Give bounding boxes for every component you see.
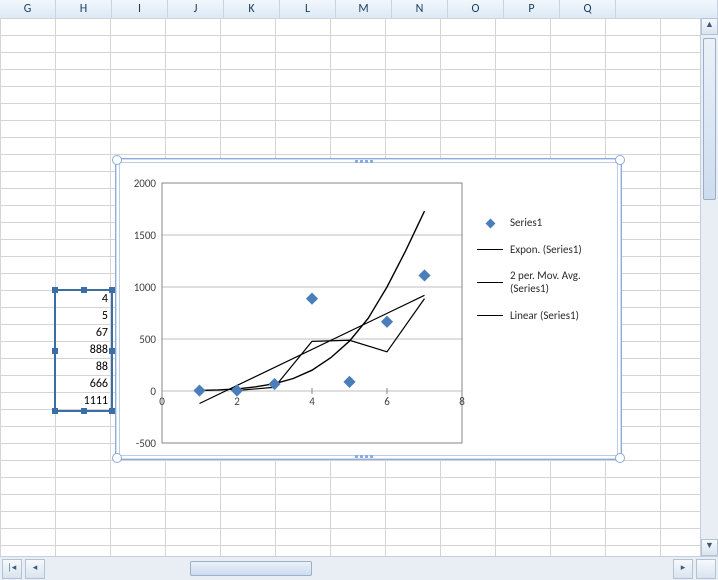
svg-text:8: 8 [459, 395, 465, 408]
legend-label: Linear (Series1) [510, 310, 579, 323]
col-header[interactable]: M [336, 0, 392, 18]
svg-text:1500: 1500 [134, 229, 157, 242]
selection-handle[interactable] [52, 287, 58, 293]
hscroll-endcap [696, 559, 716, 579]
chart-legend[interactable]: Series1 Expon. (Series1) 2 per. Mov. Avg… [476, 209, 596, 336]
chart-handle[interactable] [112, 155, 122, 165]
chart-handle[interactable] [112, 453, 122, 463]
col-header[interactable]: N [392, 0, 448, 18]
legend-item-movavg[interactable]: 2 per. Mov. Avg. (Series1) [476, 270, 596, 295]
selection-handle[interactable] [52, 348, 58, 354]
svg-text:500: 500 [139, 333, 156, 346]
col-header[interactable]: Q [560, 0, 616, 18]
line-icon [476, 278, 504, 288]
chart-handle[interactable] [615, 453, 625, 463]
legend-label: Expon. (Series1) [510, 244, 582, 257]
col-header[interactable]: O [448, 0, 504, 18]
legend-item-linear[interactable]: Linear (Series1) [476, 310, 596, 323]
svg-text:4: 4 [309, 395, 315, 408]
svg-text:0: 0 [150, 385, 156, 398]
svg-text:-500: -500 [136, 437, 157, 450]
legend-label: Series1 [510, 217, 542, 230]
line-icon [476, 311, 504, 321]
sheet-nav-next[interactable]: ▸ [673, 559, 693, 579]
line-icon [476, 245, 504, 255]
selection-range[interactable] [54, 289, 113, 412]
hscroll-track[interactable] [50, 560, 667, 577]
diamond-icon [476, 218, 504, 228]
svg-text:1000: 1000 [134, 281, 157, 294]
col-header[interactable]: H [56, 0, 112, 18]
selection-handle[interactable] [81, 408, 87, 414]
selection-handle[interactable] [81, 287, 87, 293]
svg-text:6: 6 [384, 395, 390, 408]
sheet-nav-prev[interactable]: ◂ [25, 559, 45, 579]
horizontal-scrollbar[interactable]: |◂ ◂ ▸ [0, 556, 718, 580]
chart-grip-bottom[interactable] [354, 454, 384, 459]
vertical-scrollbar[interactable]: ▲ ▼ [700, 18, 718, 556]
column-header-row: G H I J K L M N O P Q [0, 0, 718, 19]
hscroll-thumb[interactable] [190, 561, 312, 576]
svg-text:2: 2 [234, 395, 240, 408]
col-header[interactable]: I [112, 0, 168, 18]
selection-handle[interactable] [52, 408, 58, 414]
col-header[interactable]: P [504, 0, 560, 18]
chart-grip-top[interactable] [354, 159, 384, 164]
vscroll-thumb[interactable] [703, 38, 716, 200]
legend-item-expon[interactable]: Expon. (Series1) [476, 244, 596, 257]
col-header[interactable]: K [224, 0, 280, 18]
col-header[interactable]: G [0, 0, 56, 18]
col-header[interactable]: J [168, 0, 224, 18]
legend-label: 2 per. Mov. Avg. (Series1) [510, 270, 596, 295]
sheet-nav-first[interactable]: |◂ [2, 559, 22, 579]
scroll-down-button[interactable]: ▼ [701, 539, 718, 556]
col-header[interactable]: L [280, 0, 336, 18]
chart-handle[interactable] [615, 155, 625, 165]
legend-item-series[interactable]: Series1 [476, 217, 596, 230]
svg-text:2000: 2000 [134, 177, 157, 190]
scroll-up-button[interactable]: ▲ [701, 18, 718, 35]
svg-text:0: 0 [159, 395, 165, 408]
embedded-chart[interactable]: -500 0 500 1000 1500 2000 0 2 4 6 8 Series1 Expon.… [115, 158, 622, 460]
worksheet-grid[interactable]: 4567888886661111 -5000500100015002000024… [0, 18, 700, 556]
col-header-spacer [616, 0, 718, 18]
